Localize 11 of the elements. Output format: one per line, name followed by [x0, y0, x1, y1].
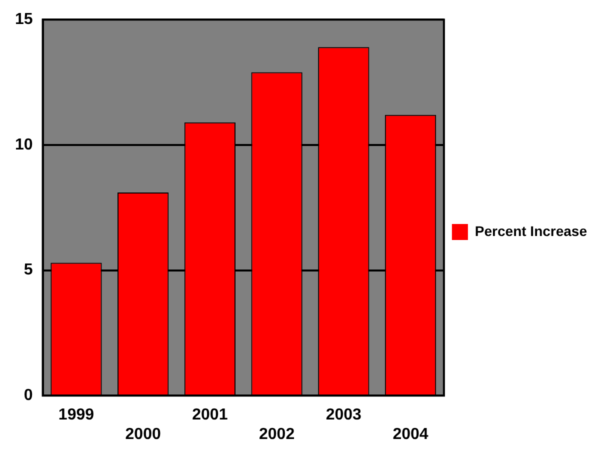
x-tick-label: 2002 — [258, 426, 295, 443]
y-tick-label: 5 — [24, 262, 33, 279]
y-tick-label: 10 — [15, 136, 33, 154]
x-tick-label: 2000 — [125, 426, 161, 443]
legend-label: Percent Increase — [474, 222, 588, 239]
y-tick-label: 0 — [24, 387, 33, 404]
x-tick-label: 2003 — [326, 406, 362, 424]
x-tick-label: 1999 — [58, 406, 94, 424]
y-tick-label: 15 — [15, 11, 33, 28]
x-tick-label: 2001 — [192, 406, 228, 424]
x-tick-label: 2004 — [392, 426, 428, 443]
